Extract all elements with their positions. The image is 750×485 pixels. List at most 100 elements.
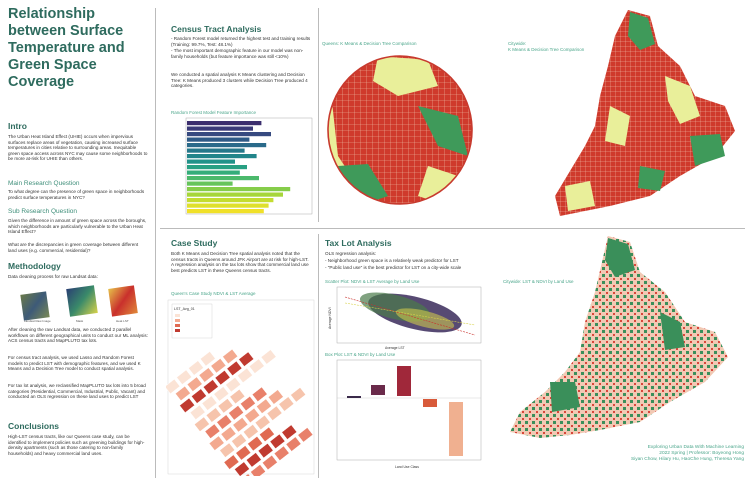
footer-authors: Siyan Chow, Hilary Hu, HaoChe Hung, Ther…: [630, 457, 744, 462]
conclusions-text: High-LST census tracts, like our Queens …: [8, 434, 145, 456]
methodology-p1: After cleaning the raw Landsat data, we …: [8, 327, 148, 344]
tract-block: [191, 388, 207, 404]
scatter-caption: Scatter Plot: NDVI & LST Average by Land…: [325, 279, 420, 284]
rf-bar: [187, 148, 245, 153]
tract-block: [228, 405, 244, 421]
case-study-map-caption: Queen's Case Study NDVI & LST Average: [171, 291, 256, 296]
tract-block: [188, 360, 204, 376]
tract-block: [198, 367, 215, 383]
methodology-intro: Data cleaning process for raw Landsat da…: [8, 274, 98, 279]
tract-block: [216, 414, 233, 430]
census-paragraph: We conducted a spatial analysis K Means …: [171, 72, 308, 89]
tract-block: [250, 464, 266, 476]
rf-bar: [187, 137, 250, 142]
tract-block: [235, 445, 252, 461]
methodology-heading: Methodology: [8, 261, 61, 271]
tract-block: [269, 433, 286, 449]
tract-block: [166, 378, 181, 394]
tract-block: [246, 452, 262, 468]
main-question-heading: Main Research Question: [8, 180, 80, 187]
queens-map-caption: Queens: K Means & Decision Tree Comparis…: [322, 41, 417, 46]
tract-block: [189, 404, 206, 420]
mask-label: Mask: [76, 319, 84, 323]
scatter-ylabel: Average NDVI: [328, 307, 332, 329]
tract-block: [232, 417, 249, 433]
tract-block: [205, 407, 222, 423]
tract-block: [200, 351, 216, 367]
census-bullet-1: - Random Forest model returned the highe…: [171, 36, 311, 47]
methodology-p3: For tax lot analysis, we reclassified Ma…: [8, 383, 146, 400]
census-bullet-2: - The most important demographic feature…: [171, 48, 304, 59]
tract-block: [231, 433, 247, 449]
rf-bar: [187, 121, 262, 126]
tract-block: [225, 377, 241, 393]
tract-block: [266, 405, 283, 421]
tract-block: [186, 376, 203, 392]
tract-block: [213, 386, 230, 402]
tract-block: [297, 427, 314, 443]
tract-block: [175, 385, 191, 401]
rf-bar: [187, 203, 269, 208]
tract-block: [201, 395, 218, 411]
tract-block: [204, 423, 221, 439]
box-residential: [347, 396, 361, 398]
tract-block: [268, 389, 284, 405]
tract-block: [247, 436, 263, 452]
legend-swatch-3: [175, 324, 180, 327]
tract-block: [234, 461, 250, 476]
citywide-kmeans-caption: Citywide: K Means & Decision Tree Compar…: [508, 41, 585, 52]
tract-block: [237, 367, 253, 383]
tract-block: [256, 398, 272, 414]
conclusions-heading: Conclusions: [8, 421, 60, 431]
legend-title: LST_Avg_01: [174, 307, 195, 311]
tract-block: [262, 455, 278, 471]
column-divider-top: [318, 8, 319, 222]
footer-course: Exploring Urban Data With Machine Learni…: [647, 445, 744, 450]
case-study-map: LST_Avg_01: [166, 299, 315, 476]
landsat-images: Landsat Raw Image Mask Heat LST: [20, 285, 138, 323]
tract-block: [176, 369, 192, 385]
tract-block: [278, 396, 295, 412]
box-xlabel: Land Use Class: [395, 465, 419, 469]
rf-chart-caption: Random Forest Model Feature Importance: [171, 110, 257, 115]
mask-image: [66, 285, 98, 317]
rf-bar: [187, 170, 240, 175]
tax-lot-b2: - "Public land use" is the best predicto…: [325, 265, 462, 270]
tract-block: [260, 349, 277, 365]
box-commercial: [371, 385, 385, 395]
tract-block: [217, 398, 234, 414]
tract-block: [219, 442, 236, 458]
rf-bar: [187, 187, 291, 192]
poster-title: Relationship between Surface Temperature…: [8, 6, 125, 90]
case-study-heading: Case Study: [171, 238, 218, 248]
main-question-text: To what degree can the presence of green…: [8, 189, 145, 200]
rf-bar: [187, 209, 264, 214]
tract-block: [240, 396, 256, 412]
rf-bar: [187, 159, 235, 164]
footer-term: 2022 Spring | Professor: Boyeong Hong: [659, 451, 744, 456]
tract-block: [208, 435, 225, 451]
row-divider: [160, 228, 745, 229]
intro-heading: Intro: [8, 121, 27, 131]
tract-block: [214, 370, 231, 386]
column-divider-left: [155, 8, 156, 478]
tract-block: [202, 379, 219, 395]
tract-block: [226, 360, 243, 376]
box-public: [423, 399, 437, 407]
census-heading: Census Tract Analysis: [171, 24, 262, 34]
tract-block: [222, 348, 238, 365]
citywide-lst-ndvi-map: [510, 236, 728, 438]
sub-question-text-2: What are the discrepancies in green cove…: [8, 242, 139, 253]
tract-block: [290, 387, 306, 403]
rf-bar: [187, 154, 257, 159]
tract-block: [220, 426, 237, 442]
landsat-raw-label: Landsat Raw Image: [24, 319, 51, 323]
tract-block: [248, 358, 265, 374]
tract-block: [254, 414, 271, 430]
tract-block: [229, 389, 246, 405]
rf-feature-importance-chart: [185, 117, 313, 215]
tract-block: [273, 445, 290, 461]
sub-question-heading: Sub Research Question: [8, 208, 78, 215]
column-divider-bottom: [318, 234, 319, 478]
tract-block: [251, 386, 268, 402]
